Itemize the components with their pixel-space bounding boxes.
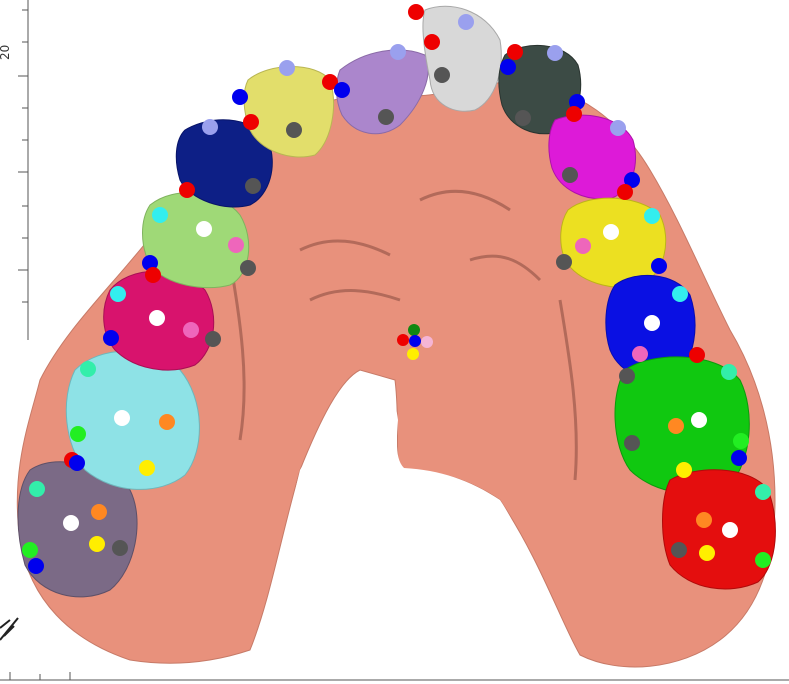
landmark-markers	[22, 4, 771, 574]
vertical-axis	[18, 0, 29, 340]
horizontal-axis	[0, 672, 789, 681]
palate-ridges	[228, 189, 578, 481]
palate-hole	[280, 380, 545, 670]
tooth-14	[662, 469, 776, 590]
axis-gizmo	[0, 617, 19, 641]
tooth-8	[422, 5, 502, 112]
teeth-group	[17, 5, 776, 598]
